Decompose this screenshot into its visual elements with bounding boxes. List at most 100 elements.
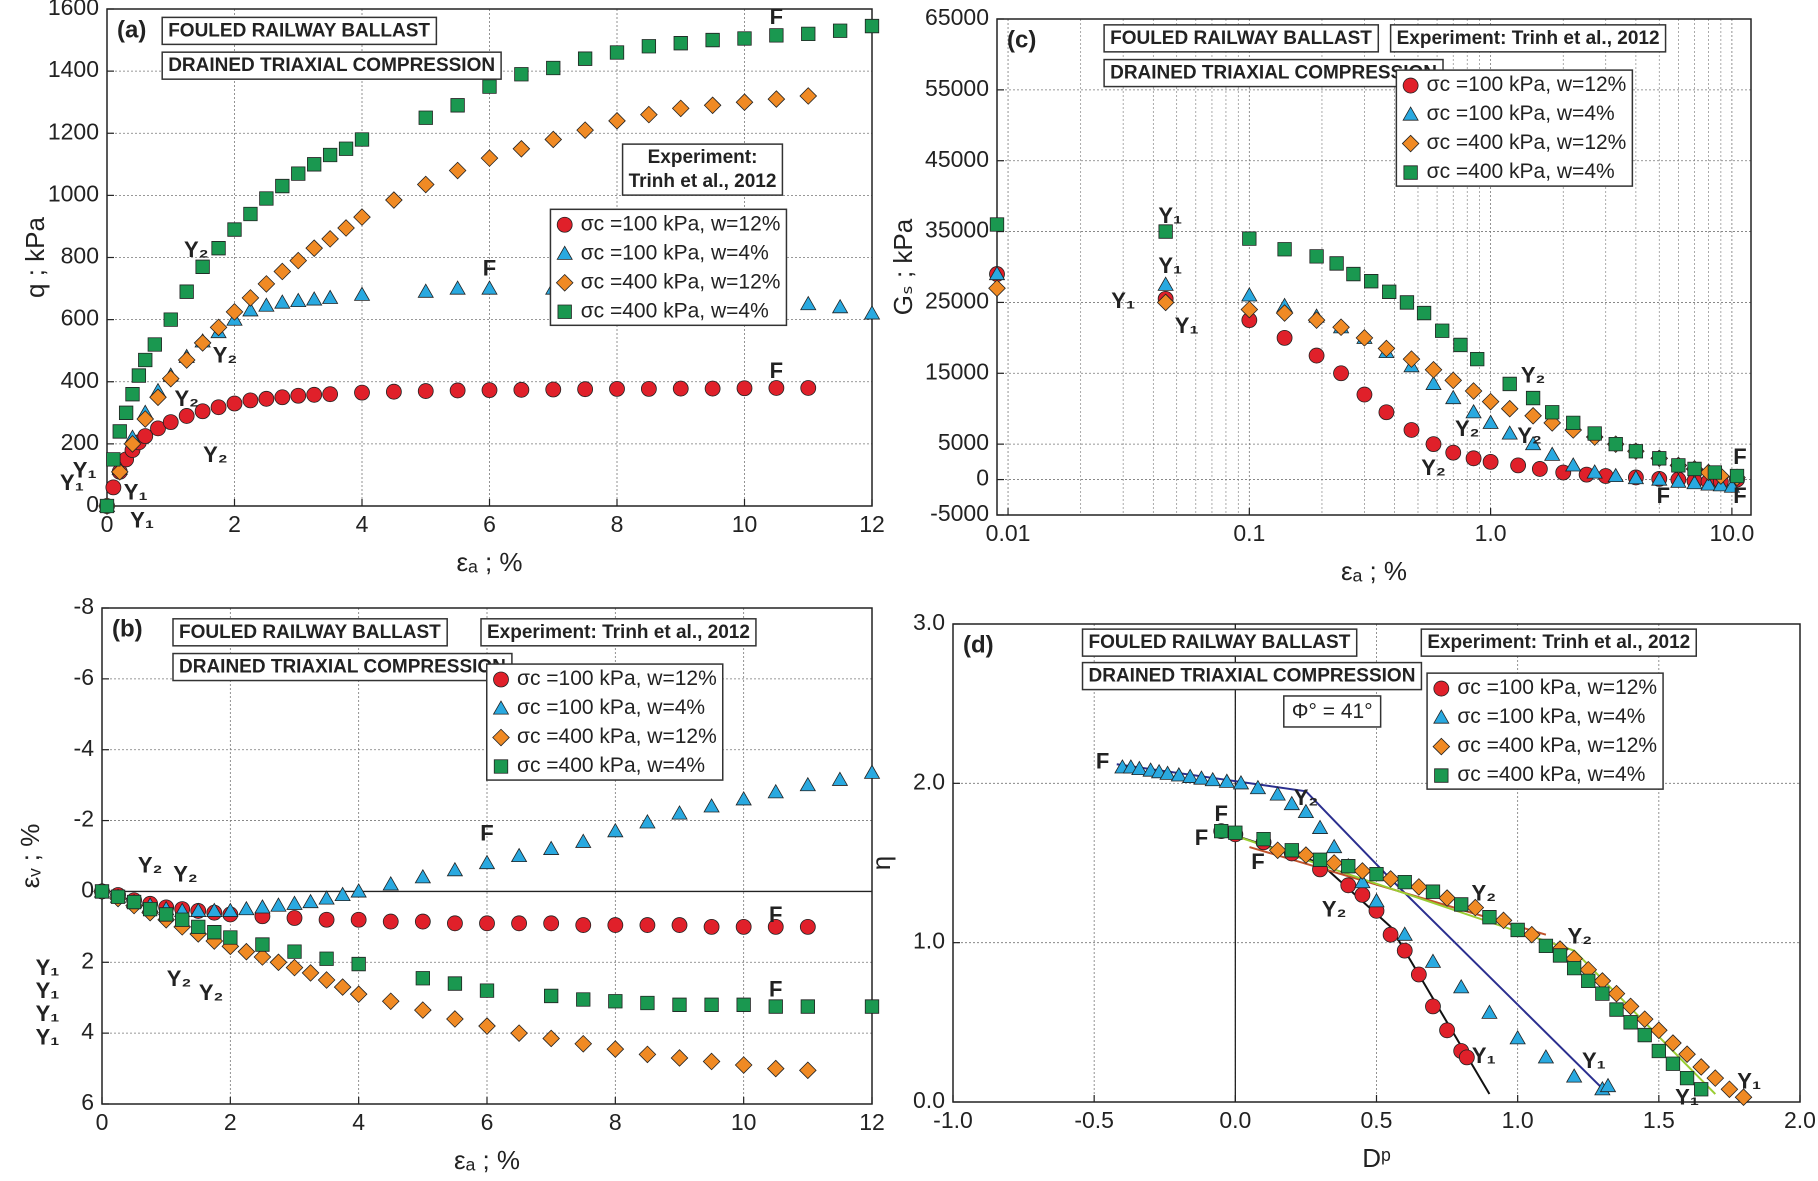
point <box>142 901 158 917</box>
point <box>1159 765 1176 780</box>
point <box>351 956 366 972</box>
point <box>1311 819 1329 834</box>
point <box>450 98 465 113</box>
x-tick-label: 1.0 <box>1475 520 1507 546</box>
point <box>556 245 573 260</box>
point <box>287 944 302 959</box>
experiment-box: Experiment: Trinh et al., 2012 <box>621 143 784 196</box>
title-box-text: FOULED RAILWAY BALLAST <box>1089 632 1351 653</box>
point <box>1453 978 1470 994</box>
point <box>210 399 227 416</box>
point <box>673 36 688 51</box>
point <box>800 999 815 1014</box>
experiment-text: Experiment: Trinh et al., 2012 <box>1397 28 1660 49</box>
point <box>1309 249 1324 264</box>
point <box>274 294 291 309</box>
point <box>1587 426 1602 441</box>
point <box>734 1056 753 1074</box>
point <box>577 51 593 66</box>
point <box>514 67 529 82</box>
y-tick-label: 2.0 <box>913 768 945 794</box>
point <box>1482 414 1499 429</box>
point <box>449 382 466 399</box>
y-axis-label: εᵥ ; % <box>15 824 45 889</box>
point <box>286 895 303 910</box>
point <box>242 392 259 409</box>
point <box>478 854 496 870</box>
box-frame <box>172 618 448 647</box>
point <box>225 303 244 321</box>
point <box>577 381 594 398</box>
point <box>1364 274 1379 289</box>
point <box>1687 461 1702 477</box>
annotation: Y₁ <box>1582 1048 1606 1073</box>
point <box>301 964 320 982</box>
title-box-text: DRAINED TRIAXIAL COMPRESSION <box>1110 63 1437 84</box>
point <box>1700 476 1717 491</box>
point <box>110 463 129 481</box>
point <box>418 110 433 125</box>
point <box>1275 304 1294 322</box>
point <box>671 805 688 820</box>
point <box>544 130 563 149</box>
point <box>337 219 355 237</box>
annotation: F <box>1733 483 1746 508</box>
point <box>1509 1029 1526 1045</box>
point <box>1502 376 1517 392</box>
point <box>544 988 559 1004</box>
legend-label: σc =400 kPa, w=4% <box>1457 763 1645 786</box>
point <box>1694 1082 1709 1097</box>
point <box>576 992 591 1007</box>
title-box: FOULED RAILWAY BALLAST <box>1081 628 1358 657</box>
y-tick-label: 0 <box>86 491 99 517</box>
y-axis-label: q ; kPa <box>20 216 50 297</box>
point <box>1402 350 1421 368</box>
point <box>258 297 275 312</box>
point <box>799 918 816 935</box>
point <box>1401 134 1420 153</box>
point <box>1402 77 1419 94</box>
point <box>1214 823 1229 839</box>
x-tick-label: 1.0 <box>1502 1107 1534 1133</box>
point <box>353 286 371 301</box>
point <box>253 948 272 966</box>
y-tick-label: 1000 <box>48 180 99 206</box>
point <box>286 910 303 926</box>
point <box>481 280 498 295</box>
point <box>705 32 720 48</box>
point <box>1599 1077 1617 1093</box>
point <box>639 917 656 933</box>
point <box>1552 948 1568 963</box>
point <box>207 925 222 940</box>
x-tick-label: 1.5 <box>1643 1107 1675 1133</box>
point <box>1425 436 1442 453</box>
point <box>447 915 463 932</box>
point <box>1354 886 1371 903</box>
annotation: Y₂ <box>203 442 227 467</box>
title-box: FOULED RAILWAY BALLAST <box>161 16 438 46</box>
title-box: FOULED RAILWAY BALLAST <box>1103 24 1380 53</box>
y-tick-label: 0 <box>81 877 94 903</box>
y-axis-label: η <box>866 856 896 870</box>
y-tick-label: -5000 <box>930 500 989 526</box>
legend-label: σc =100 kPa, w=4% <box>581 241 769 264</box>
y-tick-label: -2 <box>74 806 94 832</box>
box-frame <box>161 16 438 46</box>
plot-frame <box>101 607 873 1105</box>
point <box>1308 347 1325 364</box>
point <box>1494 911 1513 930</box>
box-frame <box>1426 672 1664 790</box>
point <box>1635 1010 1654 1028</box>
annotation: F <box>1733 444 1746 469</box>
y-tick-label: 6 <box>81 1089 94 1115</box>
point <box>513 381 530 398</box>
point <box>227 222 242 237</box>
panel-label: (c) <box>1007 26 1036 53</box>
point <box>1329 256 1344 271</box>
point <box>254 899 271 914</box>
point <box>1628 444 1644 459</box>
point <box>1425 884 1441 899</box>
point <box>350 883 367 898</box>
x-tick-label: 0 <box>96 1109 109 1135</box>
point <box>350 911 367 928</box>
